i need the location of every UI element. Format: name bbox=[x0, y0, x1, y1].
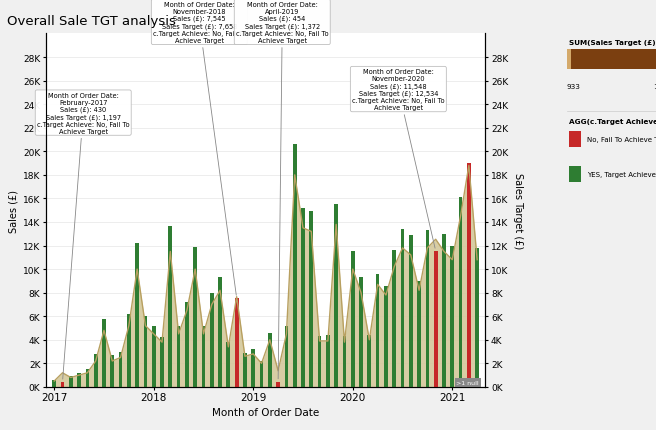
Bar bbox=[52, 380, 56, 387]
Bar bbox=[144, 316, 148, 387]
Text: Month of Order Date:
November-2020
Sales (£): 11,548
Sales Target (£): 12,534
c.: Month of Order Date: November-2020 Sales… bbox=[352, 69, 445, 249]
Bar bbox=[102, 319, 106, 387]
Bar bbox=[160, 338, 164, 387]
Bar bbox=[335, 205, 338, 387]
Bar bbox=[569, 167, 581, 182]
Bar bbox=[367, 335, 371, 387]
Bar bbox=[210, 293, 214, 387]
Bar bbox=[235, 298, 239, 387]
Bar bbox=[318, 336, 321, 387]
Bar bbox=[326, 335, 330, 387]
Bar bbox=[60, 382, 64, 387]
Bar bbox=[359, 278, 363, 387]
Bar bbox=[218, 278, 222, 387]
Bar bbox=[185, 302, 189, 387]
Bar bbox=[342, 336, 346, 387]
Bar bbox=[476, 248, 479, 387]
Bar bbox=[285, 326, 288, 387]
Bar bbox=[376, 274, 380, 387]
Bar bbox=[467, 164, 471, 387]
Bar bbox=[276, 382, 280, 387]
Text: AGG(c.Target Achieve): AGG(c.Target Achieve) bbox=[569, 119, 656, 125]
Bar bbox=[426, 230, 429, 387]
Text: YES, Target Achieved: YES, Target Achieved bbox=[587, 172, 656, 178]
Bar bbox=[401, 230, 404, 387]
Bar bbox=[77, 373, 81, 387]
Bar bbox=[417, 281, 421, 387]
X-axis label: Month of Order Date: Month of Order Date bbox=[212, 407, 319, 417]
Bar bbox=[85, 369, 89, 387]
Bar bbox=[434, 251, 438, 387]
Bar bbox=[567, 50, 571, 70]
Bar bbox=[69, 376, 73, 387]
Bar bbox=[301, 209, 305, 387]
Bar bbox=[409, 235, 413, 387]
Bar bbox=[260, 361, 264, 387]
Bar bbox=[251, 350, 255, 387]
Text: SUM(Sales Target (£)): SUM(Sales Target (£)) bbox=[569, 40, 656, 46]
Text: >1 null: >1 null bbox=[456, 380, 479, 385]
Bar bbox=[194, 247, 197, 387]
Bar bbox=[119, 352, 123, 387]
Bar bbox=[293, 145, 297, 387]
Bar bbox=[94, 354, 98, 387]
Bar bbox=[152, 326, 155, 387]
Bar bbox=[135, 244, 139, 387]
Text: Month of Order Date:
November-2018
Sales (£): 7,545
Sales Target (£): 7,658
c.Ta: Month of Order Date: November-2018 Sales… bbox=[153, 2, 245, 295]
Y-axis label: Sales Target (£): Sales Target (£) bbox=[512, 173, 523, 249]
Bar bbox=[169, 226, 172, 387]
Bar bbox=[310, 212, 313, 387]
Bar bbox=[451, 246, 454, 387]
Y-axis label: Sales (£): Sales (£) bbox=[9, 189, 19, 232]
Bar bbox=[268, 333, 272, 387]
Text: Month of Order Date:
February-2017
Sales (£): 430
Sales Target (£): 1,197
c.Targ: Month of Order Date: February-2017 Sales… bbox=[37, 92, 129, 379]
Bar bbox=[571, 50, 656, 70]
Text: Month of Order Date:
April-2019
Sales (£): 454
Sales Target (£): 1,372
c.Target : Month of Order Date: April-2019 Sales (£… bbox=[236, 2, 329, 379]
Text: 169,177: 169,177 bbox=[653, 84, 656, 90]
Bar bbox=[127, 314, 131, 387]
Bar bbox=[176, 326, 180, 387]
Bar bbox=[201, 326, 205, 387]
Bar bbox=[110, 355, 114, 387]
Bar bbox=[384, 286, 388, 387]
Text: No, Fail To Achieve T..: No, Fail To Achieve T.. bbox=[587, 136, 656, 142]
Text: Overall Sale TGT analysis: Overall Sale TGT analysis bbox=[7, 15, 175, 28]
Text: 933: 933 bbox=[567, 84, 581, 90]
Bar bbox=[459, 198, 462, 387]
Bar bbox=[226, 342, 230, 387]
Bar bbox=[351, 252, 355, 387]
Bar bbox=[392, 251, 396, 387]
Bar bbox=[442, 234, 446, 387]
Bar bbox=[243, 353, 247, 387]
Bar bbox=[569, 131, 581, 147]
